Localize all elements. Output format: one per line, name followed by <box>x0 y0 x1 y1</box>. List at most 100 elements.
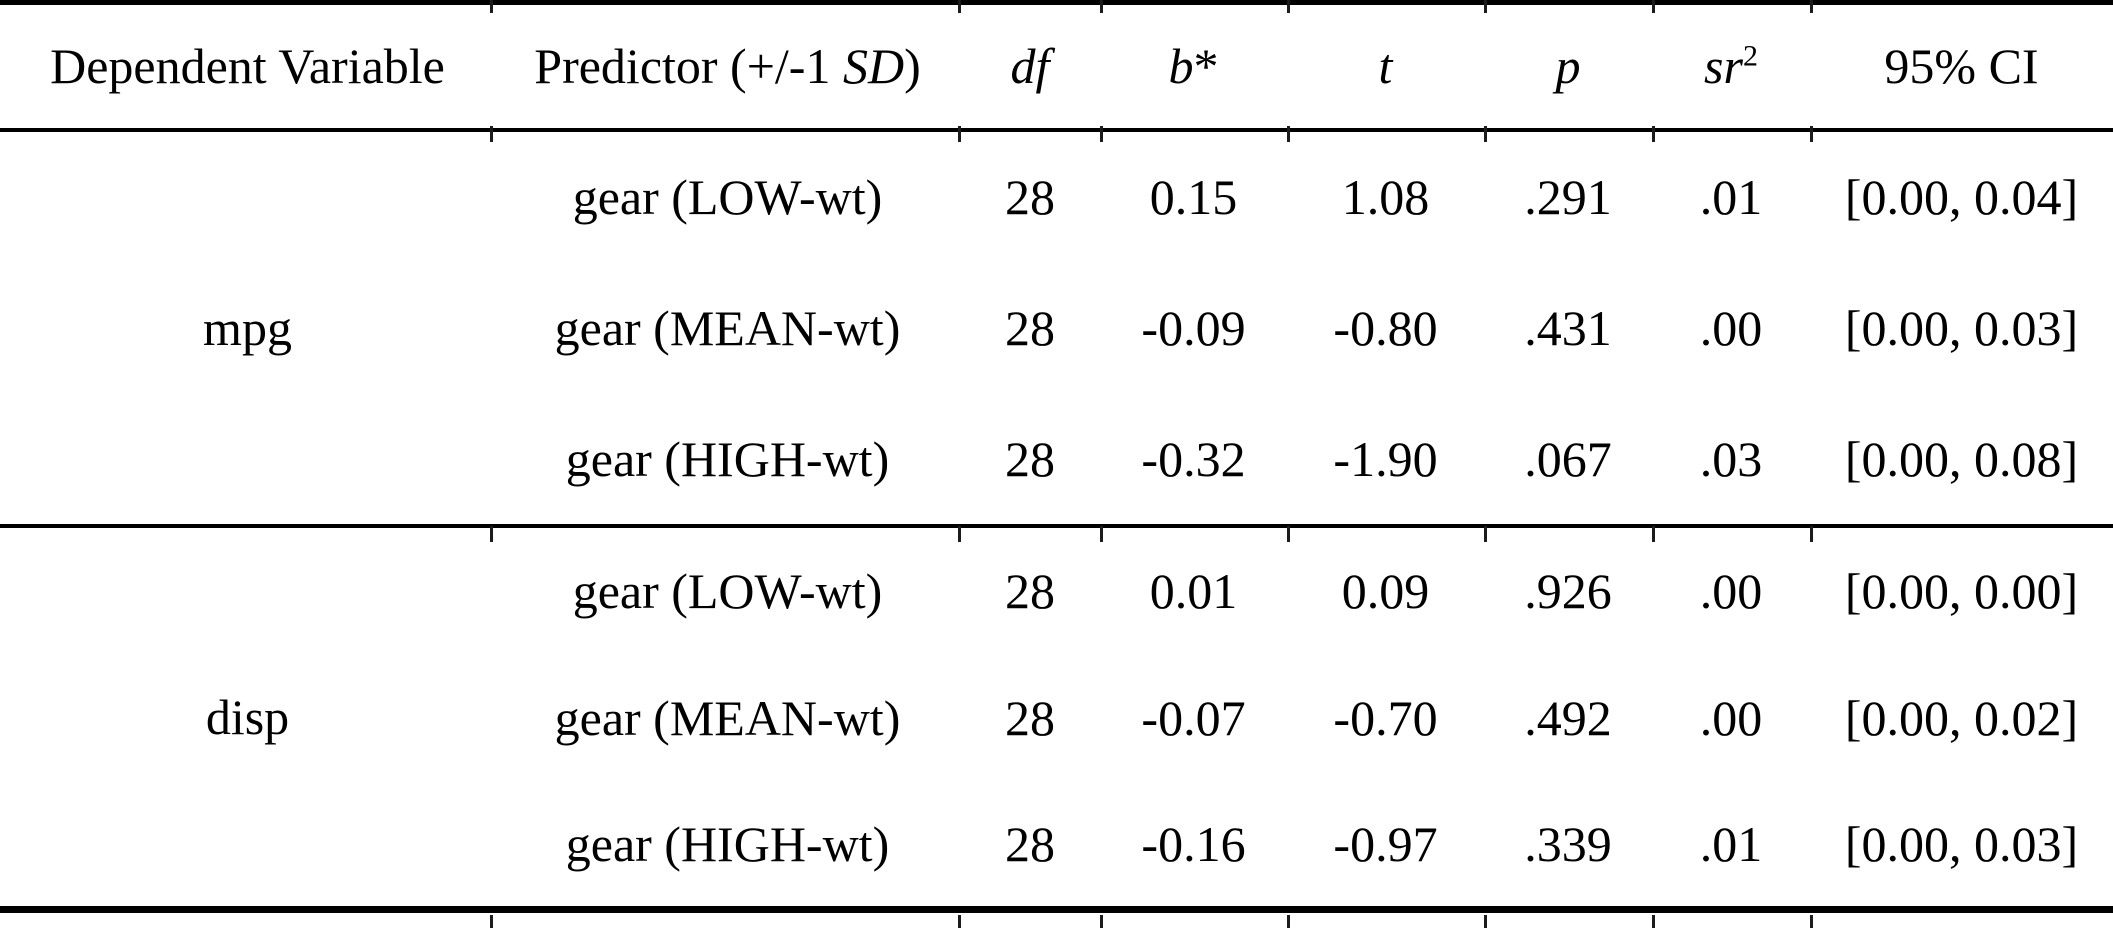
header-cell-predictor: Predictor (+/-1 SD) <box>495 0 960 132</box>
column-boundary-tick <box>1484 915 1487 928</box>
dependent-variable-cell-mpg: mpg <box>203 299 292 356</box>
header-b-label: b <box>1168 38 1194 95</box>
df-cell: 28 <box>1005 815 1055 872</box>
predictor-cell: gear (HIGH-wt) <box>565 815 890 872</box>
column-boundary-tick <box>1652 126 1655 142</box>
ci-cell: [0.00, 0.03] <box>1844 815 2079 872</box>
header-t-label: t <box>1378 38 1393 95</box>
df-cell: 28 <box>1005 299 1055 356</box>
header-predictor-suffix: ) <box>904 38 921 95</box>
t-cell: -0.97 <box>1333 815 1438 872</box>
header-predictor-prefix: Predictor (+/-1 <box>534 38 843 95</box>
header-cell-df: df <box>960 0 1100 132</box>
header-cell-p: p <box>1484 0 1652 132</box>
sr2-cell: .03 <box>1699 430 1763 487</box>
column-boundary-tick <box>1287 915 1290 928</box>
ci-cell: [0.00, 0.02] <box>1844 689 2079 746</box>
column-boundary-tick <box>490 526 493 542</box>
header-predictor-sd: SD <box>842 38 905 95</box>
table-row: gear (MEAN-wt) 28 -0.07 -0.70 .492 .00 [… <box>0 654 2113 782</box>
header-cell-dependent-variable: Dependent Variable <box>0 0 495 132</box>
header-p-label: p <box>1555 38 1581 95</box>
t-cell: -0.80 <box>1333 299 1438 356</box>
column-boundary-tick <box>1810 526 1813 542</box>
p-cell: .291 <box>1524 168 1612 225</box>
sr2-cell: .01 <box>1699 168 1763 225</box>
table-row: mpg gear (LOW-wt) 28 0.15 1.08 .291 .01 … <box>0 130 2113 353</box>
column-boundary-tick <box>490 126 493 142</box>
p-cell: .067 <box>1524 430 1612 487</box>
b-cell: 0.15 <box>1149 168 1238 225</box>
header-ci-label: 95% CI <box>1884 38 2039 95</box>
ci-cell: [0.00, 0.00] <box>1844 562 2079 619</box>
header-b-asterisk: * <box>1193 38 1219 95</box>
column-boundary-tick <box>1100 915 1103 928</box>
predictor-cell: gear (LOW-wt) <box>572 168 883 225</box>
b-cell: -0.16 <box>1141 815 1246 872</box>
t-cell: 1.08 <box>1341 168 1430 225</box>
t-cell: 0.09 <box>1341 562 1430 619</box>
sr2-cell: .01 <box>1699 815 1763 872</box>
header-cell-b-star: b* <box>1100 0 1287 132</box>
predictor-cell: gear (MEAN-wt) <box>554 299 901 356</box>
column-boundary-tick <box>1652 915 1655 928</box>
column-boundary-tick <box>490 0 493 13</box>
column-boundary-tick <box>1100 526 1103 542</box>
df-cell: 28 <box>1005 689 1055 746</box>
predictor-cell: gear (HIGH-wt) <box>565 430 890 487</box>
p-cell: .492 <box>1524 689 1612 746</box>
header-row: Dependent Variable Predictor (+/-1 SD) d… <box>0 0 2113 132</box>
t-cell: -0.70 <box>1333 689 1438 746</box>
sr2-cell: .00 <box>1699 562 1763 619</box>
p-cell: .926 <box>1524 562 1612 619</box>
ci-cell: [0.00, 0.08] <box>1844 430 2079 487</box>
b-cell: -0.07 <box>1141 689 1246 746</box>
df-cell: 28 <box>1005 168 1055 225</box>
header-cell-ci: 95% CI <box>1810 0 2113 132</box>
column-boundary-tick <box>1287 126 1290 142</box>
column-boundary-tick <box>1652 526 1655 542</box>
t-cell: -1.90 <box>1333 430 1438 487</box>
b-cell: -0.09 <box>1141 299 1246 356</box>
b-cell: -0.32 <box>1141 430 1246 487</box>
sr2-cell: .00 <box>1699 689 1763 746</box>
header-cell-sr2: sr2 <box>1652 0 1810 132</box>
column-boundary-tick <box>1484 0 1487 13</box>
table-row: gear (MEAN-wt) 28 -0.09 -0.80 .431 .00 [… <box>0 262 2113 394</box>
column-boundary-tick <box>1484 526 1487 542</box>
column-boundary-tick <box>1287 526 1290 542</box>
predictor-cell: gear (MEAN-wt) <box>554 689 901 746</box>
column-boundary-tick <box>1810 915 1813 928</box>
dependent-variable-cell-disp: disp <box>205 688 290 745</box>
column-boundary-tick <box>958 0 961 13</box>
table-row: gear (HIGH-wt) 28 -0.16 -0.97 .339 .01 [… <box>0 782 2113 910</box>
column-boundary-tick <box>958 126 961 142</box>
column-boundary-tick <box>1287 0 1290 13</box>
section-disp: disp gear (LOW-wt) 28 0.01 0.09 .926 .00… <box>0 526 2113 910</box>
column-boundary-tick <box>1100 0 1103 13</box>
column-boundary-tick <box>1810 0 1813 13</box>
section-mpg: mpg gear (LOW-wt) 28 0.15 1.08 .291 .01 … <box>0 130 2113 526</box>
ci-cell: [0.00, 0.04] <box>1844 168 2079 225</box>
p-cell: .431 <box>1524 299 1612 356</box>
column-boundary-tick <box>1652 0 1655 13</box>
ci-cell: [0.00, 0.03] <box>1844 299 2079 356</box>
sr2-cell: .00 <box>1699 299 1763 356</box>
predictor-cell: gear (LOW-wt) <box>572 562 883 619</box>
column-boundary-tick <box>1810 126 1813 142</box>
b-cell: 0.01 <box>1149 562 1238 619</box>
table-row: gear (HIGH-wt) 28 -0.32 -1.90 .067 .03 [… <box>0 394 2113 526</box>
header-df-label: df <box>1010 38 1050 95</box>
table-header: Dependent Variable Predictor (+/-1 SD) d… <box>0 0 2113 132</box>
header-sr-label: sr <box>1704 38 1743 95</box>
df-cell: 28 <box>1005 562 1055 619</box>
table-row: disp gear (LOW-wt) 28 0.01 0.09 .926 .00… <box>0 526 2113 742</box>
column-boundary-tick <box>490 915 493 928</box>
column-boundary-tick <box>958 915 961 928</box>
column-boundary-tick <box>1484 126 1487 142</box>
column-boundary-tick <box>1100 126 1103 142</box>
p-cell: .339 <box>1524 815 1612 872</box>
df-cell: 28 <box>1005 430 1055 487</box>
